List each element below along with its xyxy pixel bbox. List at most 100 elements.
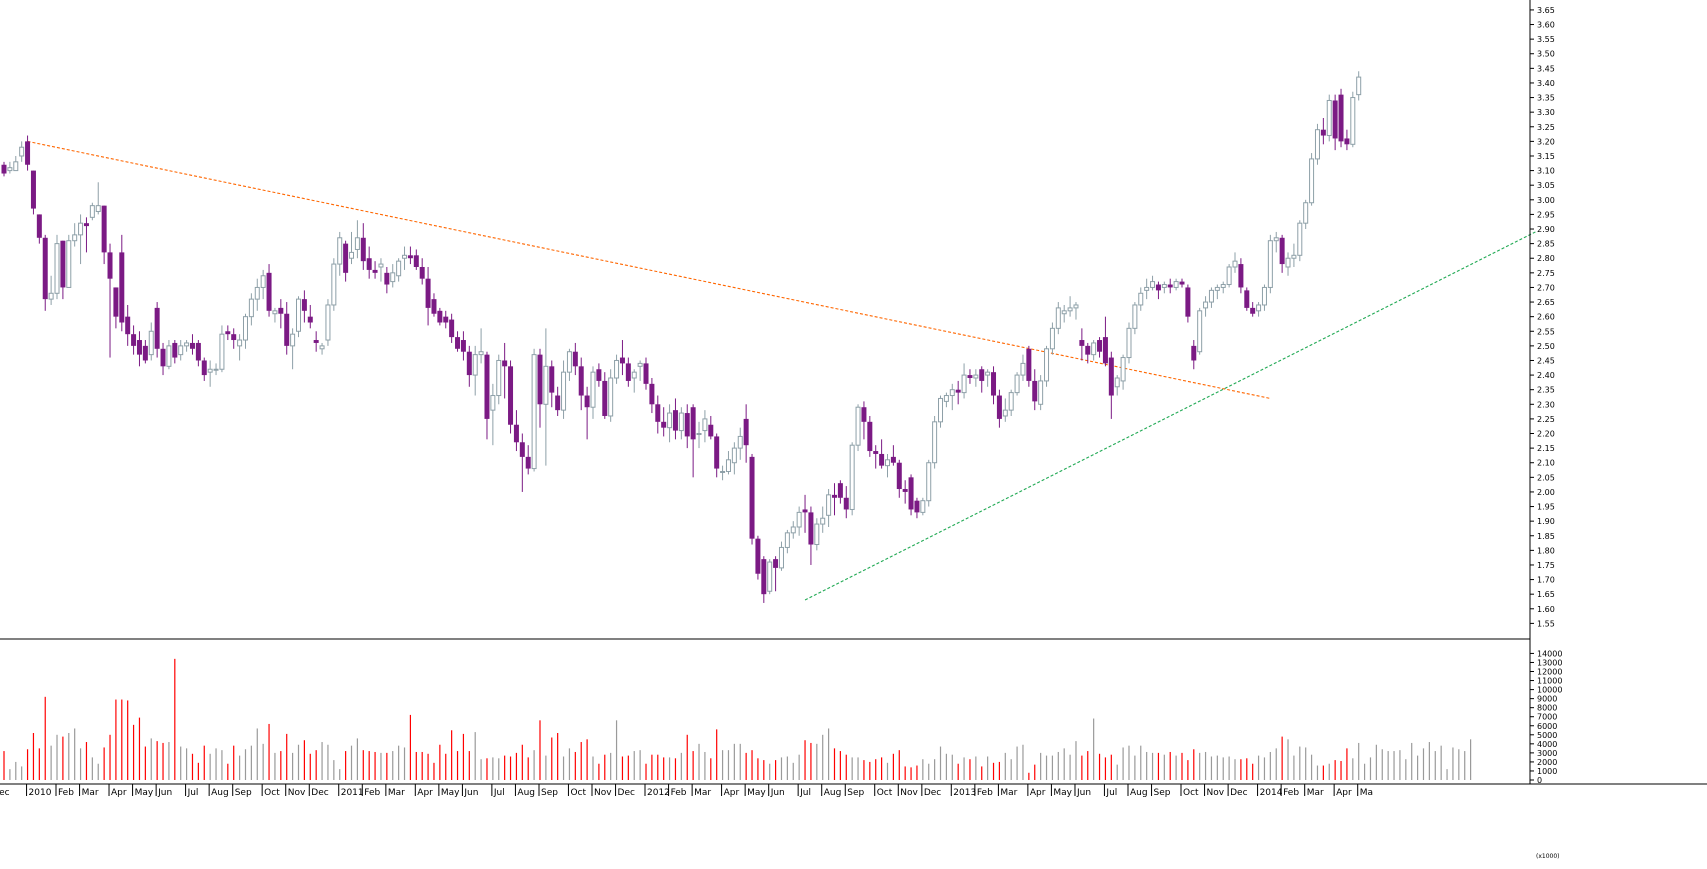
candle-body <box>661 421 667 428</box>
candle-body <box>1126 327 1132 359</box>
candle-body <box>549 366 555 393</box>
candle-body <box>578 366 584 396</box>
candle-body <box>1167 284 1173 288</box>
candle-body <box>1114 377 1120 388</box>
candle-body <box>702 418 708 432</box>
candle-body <box>142 345 148 361</box>
candle-body <box>1256 304 1262 312</box>
candle-body <box>831 494 837 498</box>
candle-body <box>425 278 431 308</box>
date-tick-label: Sep <box>541 788 558 798</box>
candle-body <box>1055 307 1061 329</box>
volume-tick-label: 11000 <box>1537 677 1562 686</box>
candle-body <box>119 252 125 323</box>
candle-body <box>802 509 808 513</box>
candle-body <box>413 255 419 267</box>
candle-body <box>443 316 449 323</box>
price-tick-label: 1.95 <box>1537 503 1555 512</box>
candle-body <box>767 561 773 592</box>
date-tick-label: Aug <box>211 788 229 798</box>
candle-body <box>561 371 567 411</box>
candle-body <box>1232 260 1238 268</box>
date-tick-label: Mar <box>388 788 405 798</box>
candle-body <box>725 459 731 472</box>
candle-body <box>337 237 343 265</box>
price-tick-label: 2.05 <box>1537 473 1555 482</box>
candle-body <box>879 453 885 466</box>
candle-body <box>867 421 873 452</box>
candle-body <box>1244 290 1250 308</box>
candle-body <box>1261 286 1267 306</box>
candle-body <box>195 342 201 361</box>
price-tick-label: 3.20 <box>1537 137 1555 146</box>
candle-body <box>1008 392 1014 411</box>
date-tick-label: May <box>441 788 460 798</box>
candle-body <box>885 459 890 467</box>
candle-body <box>166 345 172 367</box>
candle-body <box>54 243 60 294</box>
candle-body <box>949 389 955 397</box>
candle-body <box>131 334 137 346</box>
candle-body <box>1026 348 1032 381</box>
candle-body <box>402 254 408 259</box>
price-panel <box>1 71 1536 603</box>
price-axis: 3.65 3.60 3.55 3.50 3.45 3.40 3.35 3.30 3.25 3.20… <box>1530 6 1555 628</box>
price-tick-label: 2.30 <box>1537 400 1555 409</box>
candle-body <box>1032 380 1038 402</box>
candle-body <box>95 205 101 212</box>
candle-body <box>855 406 861 446</box>
candle-body <box>896 462 902 490</box>
date-tick-label: Jun <box>157 788 172 798</box>
date-tick-label: Feb <box>671 788 687 798</box>
candle-body <box>290 333 296 347</box>
candle-body <box>967 375 973 379</box>
date-tick-label: Jul <box>799 788 811 798</box>
candle-body <box>1144 286 1150 291</box>
candle-body <box>1179 281 1185 285</box>
candle-body <box>513 424 519 443</box>
candle-body <box>672 410 678 431</box>
candle-body <box>572 351 578 367</box>
candle-body <box>543 365 549 405</box>
date-tick-label: Jun <box>463 788 478 798</box>
candle-body <box>378 263 384 268</box>
date-tick-label: Dec <box>924 788 941 798</box>
price-tick-label: 1.60 <box>1537 605 1555 614</box>
candle-body <box>820 517 826 525</box>
candle-body <box>1350 97 1356 145</box>
date-axis: ec 2010 Feb Mar Apr May Jun Jul Aug Sep Oct Nov Dec 2… <box>0 784 1373 798</box>
candle-body <box>1356 76 1362 96</box>
price-tick-label: 2.10 <box>1537 459 1555 468</box>
date-tick-label: 2012 <box>647 788 670 798</box>
candle-body <box>1061 310 1067 315</box>
candle-body <box>48 292 54 300</box>
volume-tick-label: 13000 <box>1537 658 1562 667</box>
candle-body <box>525 456 531 469</box>
date-tick-label: Nov <box>594 788 612 798</box>
candle-body <box>1085 345 1091 355</box>
price-tick-label: 2.65 <box>1537 298 1555 307</box>
date-tick-label: Dec <box>311 788 328 798</box>
candle-body <box>372 269 378 273</box>
candle-body <box>1102 337 1108 364</box>
date-tick-label: Mar <box>1000 788 1017 798</box>
candle-body <box>1108 357 1114 396</box>
candle-body <box>296 298 301 332</box>
volume-tick-label: 1000 <box>1537 767 1557 776</box>
volume-tick-label: 10000 <box>1537 686 1562 695</box>
price-tick-label: 1.70 <box>1537 576 1555 585</box>
candle-body <box>720 470 726 473</box>
price-tick-label: 3.25 <box>1537 123 1555 132</box>
candle-body <box>790 526 796 534</box>
candle-body <box>13 161 19 172</box>
price-tick-label: 3.50 <box>1537 50 1555 59</box>
candle-body <box>1002 409 1008 417</box>
candle-body <box>343 243 349 273</box>
candle-body <box>272 310 278 315</box>
volume-tick-label: 14000 <box>1537 649 1562 658</box>
candle-body <box>890 456 896 463</box>
candle-body <box>1267 240 1273 288</box>
candle-body <box>843 497 849 510</box>
candle-body <box>637 362 643 367</box>
candle-body <box>466 351 472 376</box>
